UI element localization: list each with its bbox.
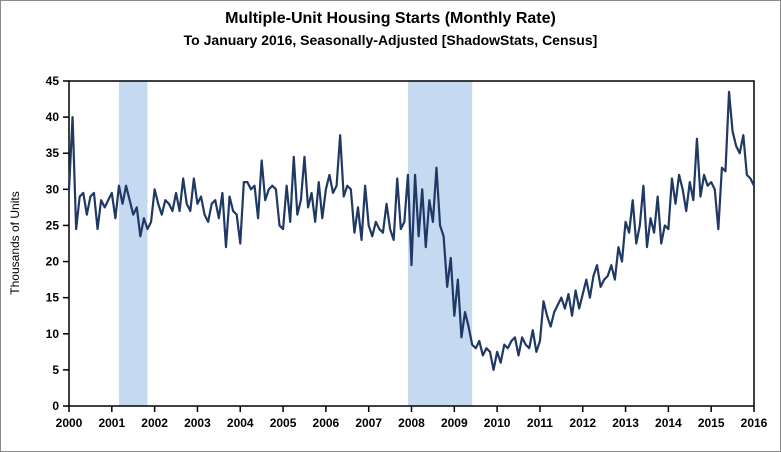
y-tick-label: 25 — [46, 218, 60, 232]
x-tick-label: 2010 — [484, 416, 511, 430]
x-tick-label: 2014 — [655, 416, 682, 430]
x-tick-label: 2007 — [355, 416, 382, 430]
x-tick-label: 2000 — [56, 416, 83, 430]
x-tick-label: 2002 — [141, 416, 168, 430]
x-tick-label: 2005 — [270, 416, 297, 430]
y-tick-label: 20 — [46, 255, 60, 269]
x-tick-label: 2008 — [398, 416, 425, 430]
y-tick-label: 10 — [46, 327, 60, 341]
x-tick-label: 2013 — [612, 416, 639, 430]
x-tick-label: 2012 — [569, 416, 596, 430]
y-tick-label: 35 — [46, 146, 60, 160]
y-tick-label: 0 — [52, 399, 59, 413]
y-tick-label: 45 — [46, 74, 60, 88]
x-tick-label: 2011 — [527, 416, 553, 430]
y-tick-label: 15 — [46, 291, 60, 305]
chart-subtitle: To January 2016, Seasonally-Adjusted [Sh… — [183, 32, 598, 48]
recession-band — [407, 81, 473, 406]
data-series-line — [67, 90, 756, 371]
x-tick-label: 2016 — [741, 416, 768, 430]
x-tick-label: 2009 — [441, 416, 468, 430]
x-tick-label: 2003 — [184, 416, 211, 430]
y-tick-label: 5 — [52, 363, 59, 377]
x-tick-label: 2006 — [313, 416, 340, 430]
x-tick-label: 2001 — [98, 416, 125, 430]
recession-band — [118, 81, 148, 406]
x-tick-label: 2004 — [227, 416, 254, 430]
x-tick-label: 2015 — [698, 416, 725, 430]
y-tick-label: 30 — [46, 182, 60, 196]
y-tick-label: 40 — [46, 110, 60, 124]
chart-title: Multiple-Unit Housing Starts (Monthly Ra… — [225, 10, 556, 27]
